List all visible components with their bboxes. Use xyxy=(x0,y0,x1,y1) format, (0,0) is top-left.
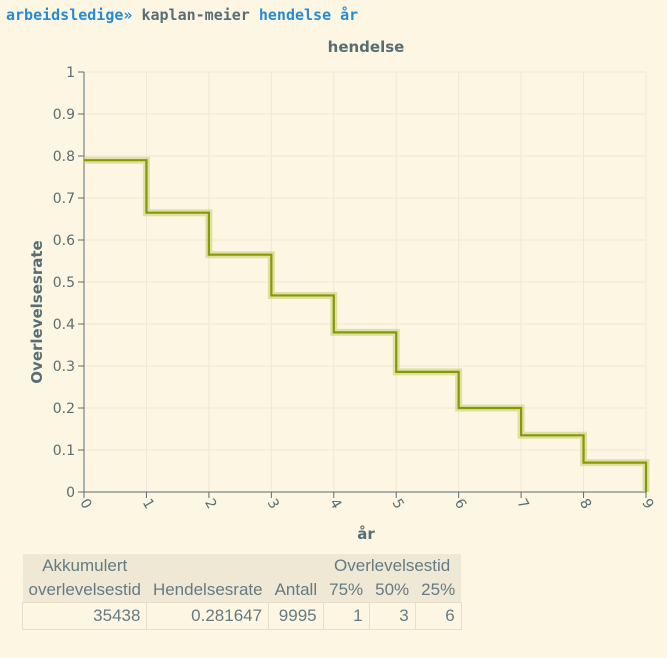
cell-total-time: 35438 xyxy=(21,602,148,630)
y-tick-label: 0.4 xyxy=(53,317,75,333)
command-args[interactable]: hendelse år xyxy=(258,6,359,24)
x-tick-label: 2 xyxy=(201,496,219,512)
cell-p50: 3 xyxy=(368,602,416,630)
chart-title: hendelse xyxy=(328,38,405,56)
kaplan-meier-chart: hendelse 0 0.1 0.2 0.3 0.4 0.5 0.6 0.7 0.8 0.9 1 0 1… xyxy=(28,38,657,543)
chart-axes: 0 0.1 0.2 0.3 0.4 0.5 0.6 0.7 0.8 0.9 1 0 1 2 3 4 5 6 7 8 9 xyxy=(53,65,657,512)
header-p75: 75% xyxy=(323,578,370,603)
x-tick-label: 8 xyxy=(576,496,594,512)
x-tick-label: 4 xyxy=(326,496,344,512)
x-tick-label: 1 xyxy=(139,496,157,512)
header-event-rate: Hendelsesrate xyxy=(146,578,269,603)
cell-count: 9995 xyxy=(268,602,324,630)
header-count: Antall xyxy=(268,578,324,603)
x-tick-label: 5 xyxy=(389,496,407,512)
header-survival-time: Overlevelsestid xyxy=(323,554,462,578)
y-tick-label: 0.8 xyxy=(53,149,75,165)
y-tick-label: 0.5 xyxy=(53,275,75,291)
x-tick-label: 3 xyxy=(264,496,282,512)
command-name: kaplan-meier xyxy=(141,6,250,24)
header-p25: 25% xyxy=(415,578,462,603)
table-row: 35438 0.281647 9995 1 3 6 xyxy=(21,602,462,630)
y-tick-label: 0.9 xyxy=(53,107,75,123)
x-axis-label: år xyxy=(357,525,375,543)
cell-p75: 1 xyxy=(322,602,370,630)
x-tick-label: 6 xyxy=(451,496,469,512)
command-line: arbeidsledige» kaplan-meier hendelse år xyxy=(6,6,358,24)
header-survival-time-total: overlevelsestid xyxy=(22,578,147,603)
x-tick-label: 7 xyxy=(513,496,531,512)
survival-confidence-band xyxy=(84,156,650,492)
y-tick-label: 1 xyxy=(66,65,75,81)
header-accumulated: Akkumulert xyxy=(22,554,147,578)
y-tick-label: 0.3 xyxy=(53,359,75,375)
x-tick-label: 9 xyxy=(638,496,656,512)
cell-p25: 6 xyxy=(414,602,462,630)
y-tick-label: 0.7 xyxy=(53,191,75,207)
chart-grid xyxy=(83,71,647,493)
summary-table: Akkumulert Overlevelsestid overlevelsest… xyxy=(21,554,462,630)
dataset-name[interactable]: arbeidsledige xyxy=(6,6,124,24)
y-tick-label: 0.1 xyxy=(53,443,75,459)
y-axis-label: Overlevelsesrate xyxy=(28,240,46,383)
command-separator: » xyxy=(123,6,133,24)
cell-event-rate: 0.281647 xyxy=(146,602,270,630)
y-tick-label: 0 xyxy=(66,485,75,501)
header-spacer xyxy=(268,554,324,578)
survival-curve xyxy=(84,159,648,492)
x-tick-label: 0 xyxy=(76,496,94,512)
header-p50: 50% xyxy=(369,578,416,603)
header-spacer xyxy=(146,554,269,578)
y-tick-label: 0.6 xyxy=(53,233,75,249)
chart-series xyxy=(84,156,650,492)
y-tick-label: 0.2 xyxy=(53,401,75,417)
